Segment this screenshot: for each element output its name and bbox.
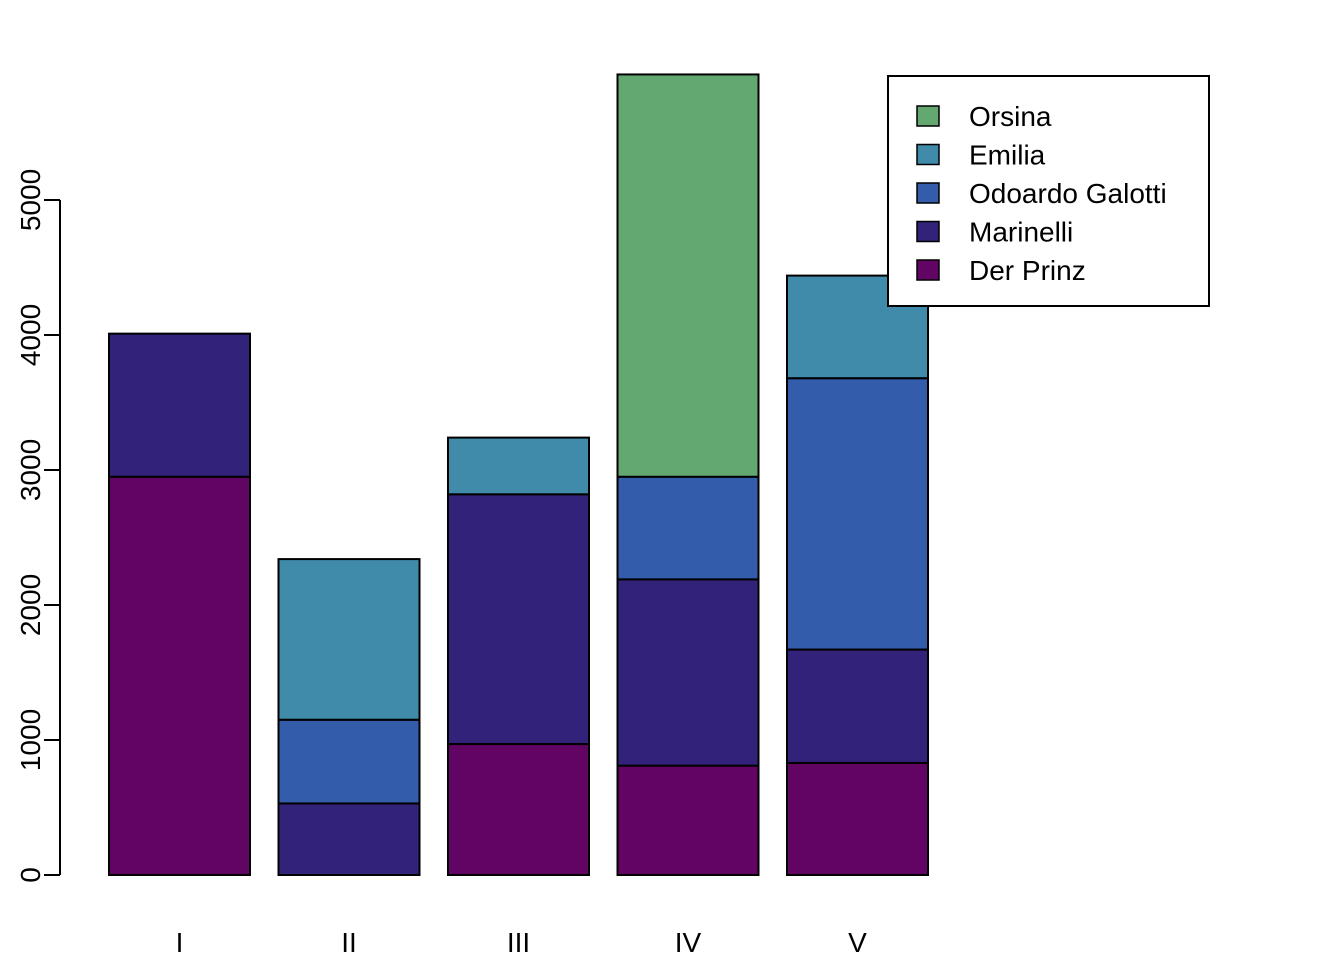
bar-segment-II-odoardo-galotti bbox=[277, 718, 421, 805]
x-tick-label: II bbox=[341, 927, 357, 958]
bar-segment-IV-marinelli bbox=[616, 578, 760, 767]
bar-segment-I-der-prinz bbox=[108, 475, 251, 876]
x-tick-label: IV bbox=[675, 927, 702, 958]
legend-swatch bbox=[916, 259, 940, 281]
bar-segment-III-marinelli bbox=[447, 493, 590, 746]
legend-box bbox=[887, 75, 1210, 307]
bars-group bbox=[108, 73, 929, 877]
y-axis: 0 1000 2000 3000 4000 5000 bbox=[15, 169, 61, 883]
bar-segment-IV-odoardo-galotti bbox=[616, 475, 760, 581]
legend-entry-label: Marinelli bbox=[969, 217, 1073, 248]
legend-entry-label: Orsina bbox=[969, 101, 1052, 132]
bar-segment-V-odoardo-galotti bbox=[786, 377, 929, 651]
bar-segment-V-marinelli bbox=[786, 648, 929, 764]
y-tick-label: 4000 bbox=[15, 304, 46, 366]
x-tick-label: III bbox=[507, 927, 530, 958]
y-tick-label: 0 bbox=[15, 867, 46, 883]
x-axis-labels: I II III IV V bbox=[176, 927, 868, 958]
legend-swatch bbox=[916, 105, 940, 127]
bar-segment-IV-der-prinz bbox=[616, 764, 760, 877]
bar-segment-II-emilia bbox=[277, 558, 421, 721]
legend-entry-label: Odoardo Galotti bbox=[969, 178, 1167, 209]
legend-entry-label: Der Prinz bbox=[969, 255, 1086, 286]
x-tick-label: I bbox=[176, 927, 184, 958]
legend-entry-label: Emilia bbox=[969, 140, 1046, 171]
legend-swatch bbox=[916, 220, 940, 243]
legend-swatch bbox=[916, 182, 940, 204]
bar-segment-II-marinelli bbox=[277, 802, 421, 877]
bar-segment-III-emilia bbox=[447, 436, 590, 496]
y-tick-label: 3000 bbox=[15, 439, 46, 501]
bar-segment-V-der-prinz bbox=[786, 761, 929, 877]
legend-swatch bbox=[916, 143, 940, 166]
y-tick-label: 1000 bbox=[15, 709, 46, 771]
bar-segment-III-der-prinz bbox=[447, 743, 590, 876]
y-tick-label: 2000 bbox=[15, 574, 46, 636]
bar-segment-IV-orsina bbox=[616, 73, 760, 478]
x-tick-label: V bbox=[848, 927, 867, 958]
legend: Orsina Emilia Odoardo Galotti Marinelli Der … bbox=[887, 75, 1210, 307]
bar-segment-I-marinelli bbox=[108, 332, 251, 478]
y-tick-label: 5000 bbox=[15, 169, 46, 231]
